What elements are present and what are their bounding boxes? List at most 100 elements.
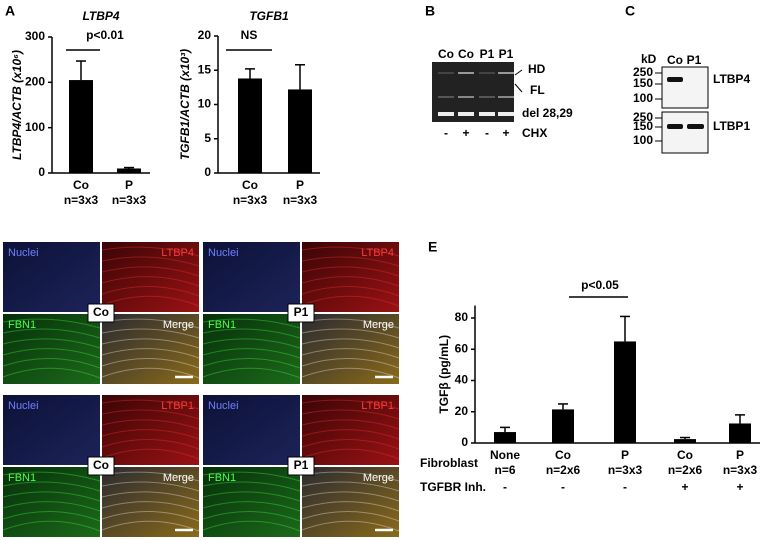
gel-band xyxy=(479,112,495,116)
fiber-texture xyxy=(202,491,301,502)
category-note: n=3x3 xyxy=(283,193,318,207)
significance-label: p<0.01 xyxy=(86,28,124,42)
fiber-texture xyxy=(202,348,301,359)
x-tick-label: Co xyxy=(73,178,89,192)
blot-label: LTBP1 xyxy=(713,119,750,133)
bar xyxy=(69,80,93,173)
blot-tick-label: 100 xyxy=(633,91,653,105)
micrograph-tile xyxy=(102,314,199,384)
channel-label: FBN1 xyxy=(8,472,36,484)
micrograph-tile xyxy=(3,395,100,465)
fiber-texture xyxy=(101,295,200,307)
gel-lane-label: Co xyxy=(458,47,474,61)
channel-label: Merge xyxy=(163,319,194,331)
chart-title: LTBP4 xyxy=(82,9,119,23)
chart-title: TGFB1 xyxy=(249,9,289,23)
fiber-texture xyxy=(2,501,101,512)
channel-label: Nuclei xyxy=(8,400,39,412)
fiber-texture xyxy=(101,367,200,379)
panel-letter: E xyxy=(428,239,437,255)
channel-label: LTBP1 xyxy=(161,400,194,412)
gel-band xyxy=(479,96,495,98)
micrograph-tile xyxy=(302,242,399,312)
fiber-texture xyxy=(301,348,400,359)
gel-band xyxy=(498,96,514,98)
fiber-texture xyxy=(101,438,200,450)
panel-letter: C xyxy=(625,3,635,19)
category-note: n=3x3 xyxy=(723,463,758,477)
gel-band xyxy=(498,112,514,116)
fiber-texture xyxy=(202,318,301,329)
fiber-texture xyxy=(301,399,400,410)
channel-label: Nuclei xyxy=(8,247,39,259)
gel-band xyxy=(438,96,454,98)
treatment-sign: - xyxy=(623,480,627,494)
y-tick-label: 300 xyxy=(25,29,45,43)
gel-lane-label: P1 xyxy=(499,47,514,61)
fiber-texture xyxy=(301,409,400,420)
fiber-texture xyxy=(301,491,400,502)
x-tick-label: P xyxy=(621,448,629,462)
chx-sign: - xyxy=(485,126,489,140)
fiber-texture xyxy=(301,501,400,512)
bar xyxy=(614,341,636,443)
fiber-texture xyxy=(301,266,400,277)
fiber-texture xyxy=(202,510,301,522)
fiber-texture xyxy=(101,510,200,522)
fiber-texture xyxy=(301,246,400,257)
panel-letter: B xyxy=(425,3,435,19)
sample-label: P1 xyxy=(294,458,309,472)
category-note: n=3x3 xyxy=(64,193,99,207)
y-tick-label: 40 xyxy=(455,373,469,387)
blot-tick-label: 250 xyxy=(633,65,653,79)
gel-lane-label: P1 xyxy=(480,47,495,61)
chx-sign: + xyxy=(502,126,509,140)
fiber-texture xyxy=(202,501,301,512)
channel-label: FBN1 xyxy=(208,319,236,331)
y-tick-label: 80 xyxy=(455,310,469,324)
y-tick-label: 60 xyxy=(455,341,469,355)
treatment-label: TGFBR Inh. xyxy=(420,480,486,494)
x-tick-label: P xyxy=(125,178,133,192)
fiber-texture xyxy=(301,357,400,369)
gel-band xyxy=(479,72,495,74)
treatment-sign: - xyxy=(561,480,565,494)
fiber-texture xyxy=(101,399,200,410)
category-note: n=2x6 xyxy=(668,463,703,477)
sample-label-box xyxy=(287,303,315,323)
y-axis-label: TGFB1/ACTB (x10³) xyxy=(178,49,192,160)
fiber-texture xyxy=(301,419,400,430)
fiber-texture xyxy=(101,429,200,440)
channel-label: Nuclei xyxy=(208,247,239,259)
micrograph-tile xyxy=(203,314,300,384)
bar xyxy=(288,89,312,173)
fiber-texture xyxy=(101,276,200,287)
sample-label-box xyxy=(287,456,315,476)
treatment-sign: + xyxy=(736,480,743,494)
blot-lane-label: Co xyxy=(667,53,683,67)
fiber-texture xyxy=(301,295,400,307)
fiber-texture xyxy=(202,328,301,339)
fiber-texture xyxy=(101,501,200,512)
micrograph-tile xyxy=(203,395,300,465)
band-pointer xyxy=(514,69,523,76)
blot-band xyxy=(667,124,683,129)
blot-image xyxy=(661,66,709,109)
y-axis-label: LTBP4/ACTB (x10⁶) xyxy=(10,50,24,160)
fiber-texture xyxy=(101,448,200,460)
fiber-texture xyxy=(101,266,200,277)
micrograph-tile xyxy=(203,242,300,312)
fiber-texture xyxy=(301,285,400,297)
x-tick-label: Co xyxy=(677,448,693,462)
y-tick-label: 10 xyxy=(198,97,212,111)
blot-unit: kD xyxy=(641,52,657,66)
fiber-texture xyxy=(2,471,101,482)
fiber-texture xyxy=(2,510,101,522)
fiber-texture xyxy=(301,510,400,522)
gel-band xyxy=(438,112,454,116)
significance-label: p<0.05 xyxy=(581,278,619,292)
y-tick-label: 200 xyxy=(25,75,45,89)
fiber-texture xyxy=(101,409,200,420)
chx-label: CHX xyxy=(522,126,547,140)
